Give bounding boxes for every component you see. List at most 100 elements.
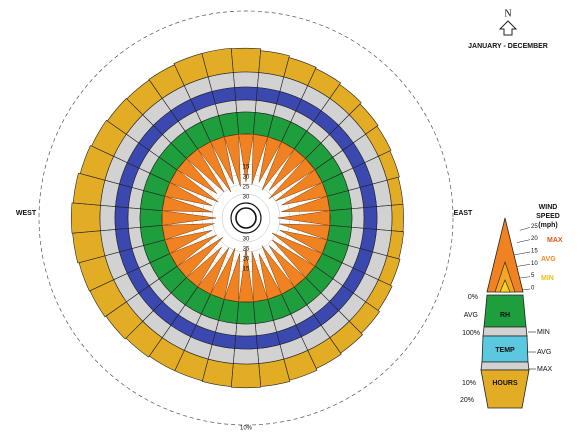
speed-grid-circle — [221, 193, 271, 243]
ring-cell — [236, 111, 256, 135]
legend-hours — [480, 369, 530, 409]
hours-bar — [230, 363, 262, 389]
speed-spike — [210, 136, 234, 185]
legend-temp-min: MIN — [537, 329, 550, 336]
speed-spike — [238, 247, 254, 302]
legend-speed-tick-label: 0 — [531, 286, 535, 292]
legend-title: SPEED — [536, 213, 560, 220]
ring-cell — [232, 71, 260, 88]
speed-spike — [223, 253, 240, 302]
legend-hours-20: 20% — [460, 397, 474, 404]
hours-grid-circle — [38, 10, 454, 426]
speed-spike — [258, 253, 282, 300]
speed-spike — [279, 223, 330, 241]
speed-spike — [186, 148, 225, 193]
speed-spike — [176, 158, 218, 194]
speed-spike — [169, 234, 217, 267]
legend-temp-max: MAX — [537, 366, 553, 373]
speed-spike — [197, 247, 230, 295]
ring-cell — [114, 206, 129, 230]
east-label: EAST — [454, 210, 473, 217]
speed-tick-label: 20 — [243, 175, 250, 181]
hours-bar — [230, 47, 262, 73]
speed-spike — [197, 141, 232, 193]
ring-cell — [363, 206, 378, 230]
speed-spike — [261, 141, 295, 191]
speed-spike — [186, 246, 222, 288]
ring-cell — [234, 335, 258, 350]
ring-cell — [235, 323, 257, 337]
speed-spike — [268, 245, 306, 288]
legend-rh-avg: AVG — [464, 312, 478, 319]
speed-spike — [169, 169, 219, 203]
legend-gray — [480, 361, 530, 371]
north-label: N — [504, 8, 511, 19]
legend-speed-tick-label: 25 — [531, 224, 538, 230]
speed-spike — [223, 134, 241, 187]
legend-title: WIND — [539, 204, 558, 211]
speed-tick-label: 15 — [243, 165, 250, 171]
speed-spike — [176, 237, 224, 278]
legend-speed-tick — [516, 239, 531, 243]
legend-rh-high: 100% — [462, 330, 480, 337]
speed-spike — [162, 195, 213, 213]
legend-speed-tick-label: 10 — [531, 261, 538, 267]
ring-cell — [139, 208, 163, 228]
legend-min: MIN — [541, 275, 554, 282]
speed-spike — [162, 223, 215, 241]
speed-tick-label: 20 — [243, 257, 250, 263]
legend-title: (mph) — [538, 222, 557, 229]
speed-tick-label: 25 — [243, 247, 250, 253]
legend-max: MAX — [547, 237, 563, 244]
ring-cell — [351, 207, 365, 229]
legend-speed-tick-label: 15 — [531, 249, 538, 255]
speed-spike — [268, 158, 316, 199]
legend-speed-min — [499, 279, 511, 293]
legend: WIND SPEED (mph) MAX AVG MIN RH 0% AVG 1… — [460, 204, 563, 409]
speed-spike — [279, 230, 328, 254]
speed-tick-label: 15 — [243, 267, 250, 273]
speed-spike — [261, 245, 295, 295]
period-title: JANUARY - DECEMBER — [468, 43, 548, 50]
legend-hours-10: 10% — [462, 380, 476, 387]
legend-rh-low: 0% — [468, 294, 478, 301]
speed-tick-label: 25 — [243, 185, 250, 191]
ring-cell — [127, 207, 141, 229]
legend-gray — [482, 326, 528, 337]
ring-cell — [232, 348, 260, 365]
ring-cell — [99, 204, 116, 232]
legend-speed-tick — [513, 251, 531, 256]
speed-spike — [251, 134, 269, 185]
speed-spike — [275, 169, 323, 202]
center-dot — [235, 207, 257, 229]
ring-cell — [236, 301, 256, 325]
speed-spike — [258, 136, 282, 183]
speed-tick-label: 30 — [243, 237, 250, 243]
hours-bar — [71, 202, 101, 234]
speed-spike — [271, 239, 316, 278]
legend-speed-tick — [519, 227, 531, 231]
hours-tick-label: 10% — [240, 426, 253, 432]
speed-spike — [277, 210, 330, 226]
legend-rh-label: RH — [500, 312, 510, 319]
legend-temp-avg: AVG — [537, 349, 551, 356]
speed-spike — [164, 182, 213, 206]
speed-spike — [238, 134, 254, 183]
speed-spike — [251, 251, 269, 302]
west-label: WEST — [16, 210, 37, 217]
legend-temp-label: TEMP — [495, 347, 515, 354]
speed-spike — [268, 148, 306, 191]
ring-cell — [235, 99, 257, 113]
speed-spike — [162, 210, 217, 226]
speed-tick-label: 30 — [243, 195, 250, 201]
legend-avg: AVG — [541, 256, 556, 263]
speed-spike — [164, 230, 213, 254]
speed-spike — [281, 195, 330, 212]
speed-spike — [281, 182, 328, 206]
legend-speed-tick-label: 5 — [531, 273, 535, 279]
speed-spike — [271, 232, 323, 267]
legend-speed-tick-label: 20 — [531, 236, 538, 242]
hours-bar — [391, 203, 404, 233]
legend-hours-label: HOURS — [492, 380, 518, 387]
